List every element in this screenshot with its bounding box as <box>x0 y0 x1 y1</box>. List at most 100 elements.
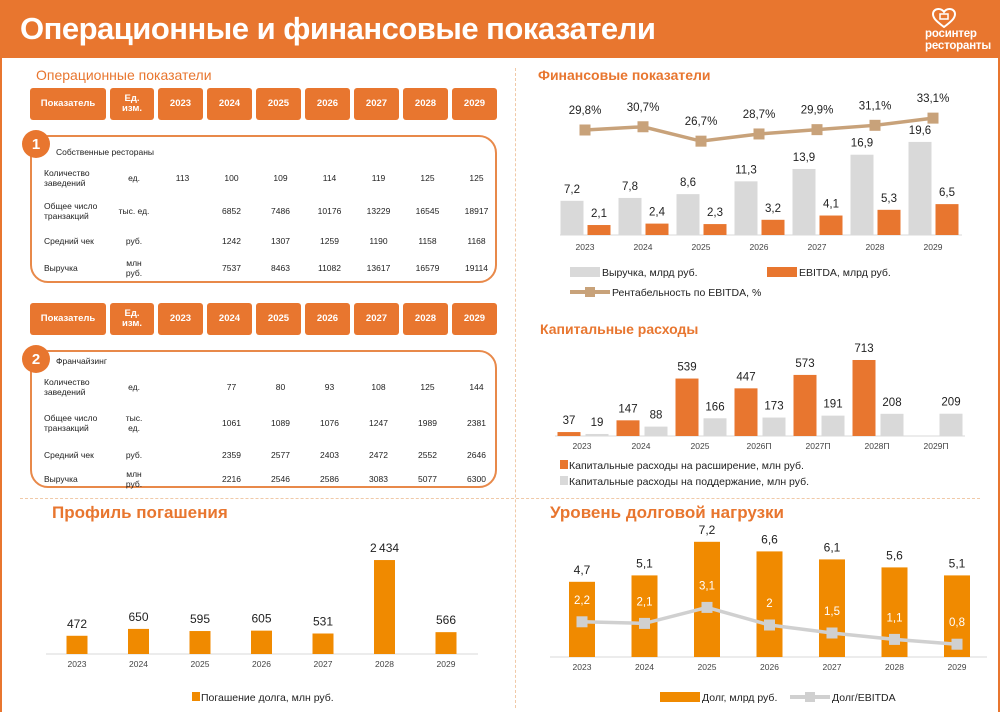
cell-value: 144 <box>469 382 484 392</box>
bar <box>734 388 758 436</box>
x-tick-label: 2025 <box>692 242 711 252</box>
data-label: 6,1 <box>824 540 841 554</box>
column-header: 2026 <box>305 303 350 335</box>
row-unit: руб. <box>125 236 143 246</box>
cell-value: 119 <box>371 173 386 183</box>
data-label: 173 <box>764 401 783 413</box>
legend-swatch <box>660 692 700 702</box>
bar <box>676 194 700 235</box>
column-header: 2025 <box>256 88 301 120</box>
legend-label: Долг/EBITDA <box>832 692 896 704</box>
data-label: 573 <box>795 358 814 370</box>
data-label: 447 <box>736 371 755 383</box>
cell-value: 5077 <box>418 473 437 484</box>
cell-value: 77 <box>226 382 237 392</box>
data-label: 166 <box>705 401 724 413</box>
cell-value: 16579 <box>415 263 440 273</box>
column-header: 2028 <box>403 303 448 335</box>
line-data-label: 29,8% <box>569 105 602 117</box>
cell-value: 114 <box>322 173 337 183</box>
bar <box>128 628 149 654</box>
line-data-label: 1,1 <box>887 612 903 624</box>
page-title: Операционные и финансовые показатели <box>20 11 656 46</box>
cell-value: 1168 <box>467 236 486 246</box>
data-label: 208 <box>882 397 901 409</box>
data-label: 191 <box>823 399 842 411</box>
x-tick-label: 2024 <box>634 242 653 252</box>
table-header-1: Показатель Ед. изм. 2023 2024 2025 2026 2027 20… <box>30 88 497 120</box>
cell-value: 1242 <box>222 236 241 246</box>
row-label: Средний чек <box>44 236 94 246</box>
bar <box>756 551 783 657</box>
column-header: 2024 <box>207 88 252 120</box>
page-frame <box>0 58 1000 712</box>
data-label: 16,9 <box>851 138 873 150</box>
cell-value: 1190 <box>369 236 388 246</box>
x-tick-label: 2025 <box>191 659 210 669</box>
data-label: 4,7 <box>574 563 591 577</box>
line-data-label: 0,8 <box>949 617 965 629</box>
bar <box>703 418 727 436</box>
cell-value: 1259 <box>320 236 339 246</box>
row-label: Средний чек <box>44 449 94 460</box>
bar <box>819 559 845 657</box>
data-label: 37 <box>563 415 576 427</box>
cell-value: 11082 <box>317 263 341 273</box>
row-label: Выручка <box>44 263 78 273</box>
x-tick-label: 2027 <box>823 662 842 672</box>
cell-value: 113 <box>175 173 190 183</box>
row-label: Общее число транзакций <box>44 201 98 221</box>
bar <box>793 374 817 436</box>
data-label: 3,2 <box>765 203 781 215</box>
row-label: Количество заведений <box>44 377 90 397</box>
line-data-label: 2,1 <box>637 596 653 608</box>
line-marker <box>764 619 775 631</box>
x-tick-label: 2024 <box>635 662 654 672</box>
cell-value: 93 <box>324 382 335 392</box>
bar <box>852 359 876 436</box>
cell-value: 2646 <box>467 449 486 460</box>
bar <box>694 541 720 657</box>
bar <box>908 141 932 235</box>
row-label: Выручка <box>44 473 78 484</box>
table-row: Общее число транзакций тыс. ед. 6852 7486 10… <box>32 194 499 228</box>
cell-value: 6852 <box>222 206 241 216</box>
legend-swatch <box>560 476 568 485</box>
line-data-label: 29,9% <box>801 105 834 117</box>
data-label: 8,6 <box>680 177 696 189</box>
cell-value: 109 <box>273 173 288 183</box>
section-number-badge: 1 <box>22 130 50 158</box>
cell-value: 8463 <box>271 263 290 273</box>
line-marker <box>639 617 650 629</box>
cell-value: 13229 <box>366 206 391 216</box>
row-unit: тыс. ед. <box>118 206 150 216</box>
bar <box>703 224 727 235</box>
cell-value: 1307 <box>271 236 290 246</box>
cell-value: 6300 <box>467 473 486 484</box>
line-data-label: 3,1 <box>699 580 715 592</box>
data-label: 7,2 <box>699 523 716 537</box>
x-tick-label: 2024 <box>129 659 148 669</box>
bar <box>631 575 658 657</box>
data-label: 6,6 <box>761 532 778 546</box>
x-tick-label: 2027 <box>314 659 333 669</box>
x-tick-label: 2027П <box>805 441 830 451</box>
data-label: 531 <box>313 615 333 629</box>
financial-title: Финансовые показатели <box>538 67 711 83</box>
data-label: 13,9 <box>793 152 815 164</box>
row-unit: млн руб. <box>125 468 143 489</box>
cell-value: 1089 <box>271 418 290 428</box>
logo: росинтер ресторанты <box>925 8 1000 52</box>
row-unit: ед. <box>128 173 140 183</box>
table-row: Средний чек руб. 1242 1307 1259 1190 1158 1168 <box>32 228 499 254</box>
bar <box>935 204 959 235</box>
logo-text-2: ресторанты <box>925 40 991 52</box>
bar <box>560 200 584 235</box>
vertical-divider <box>515 68 516 708</box>
bar <box>618 197 642 235</box>
bar <box>435 632 457 654</box>
x-tick-label: 2026П <box>746 441 771 451</box>
column-header: 2025 <box>256 303 301 335</box>
data-label: 6,5 <box>939 187 955 199</box>
